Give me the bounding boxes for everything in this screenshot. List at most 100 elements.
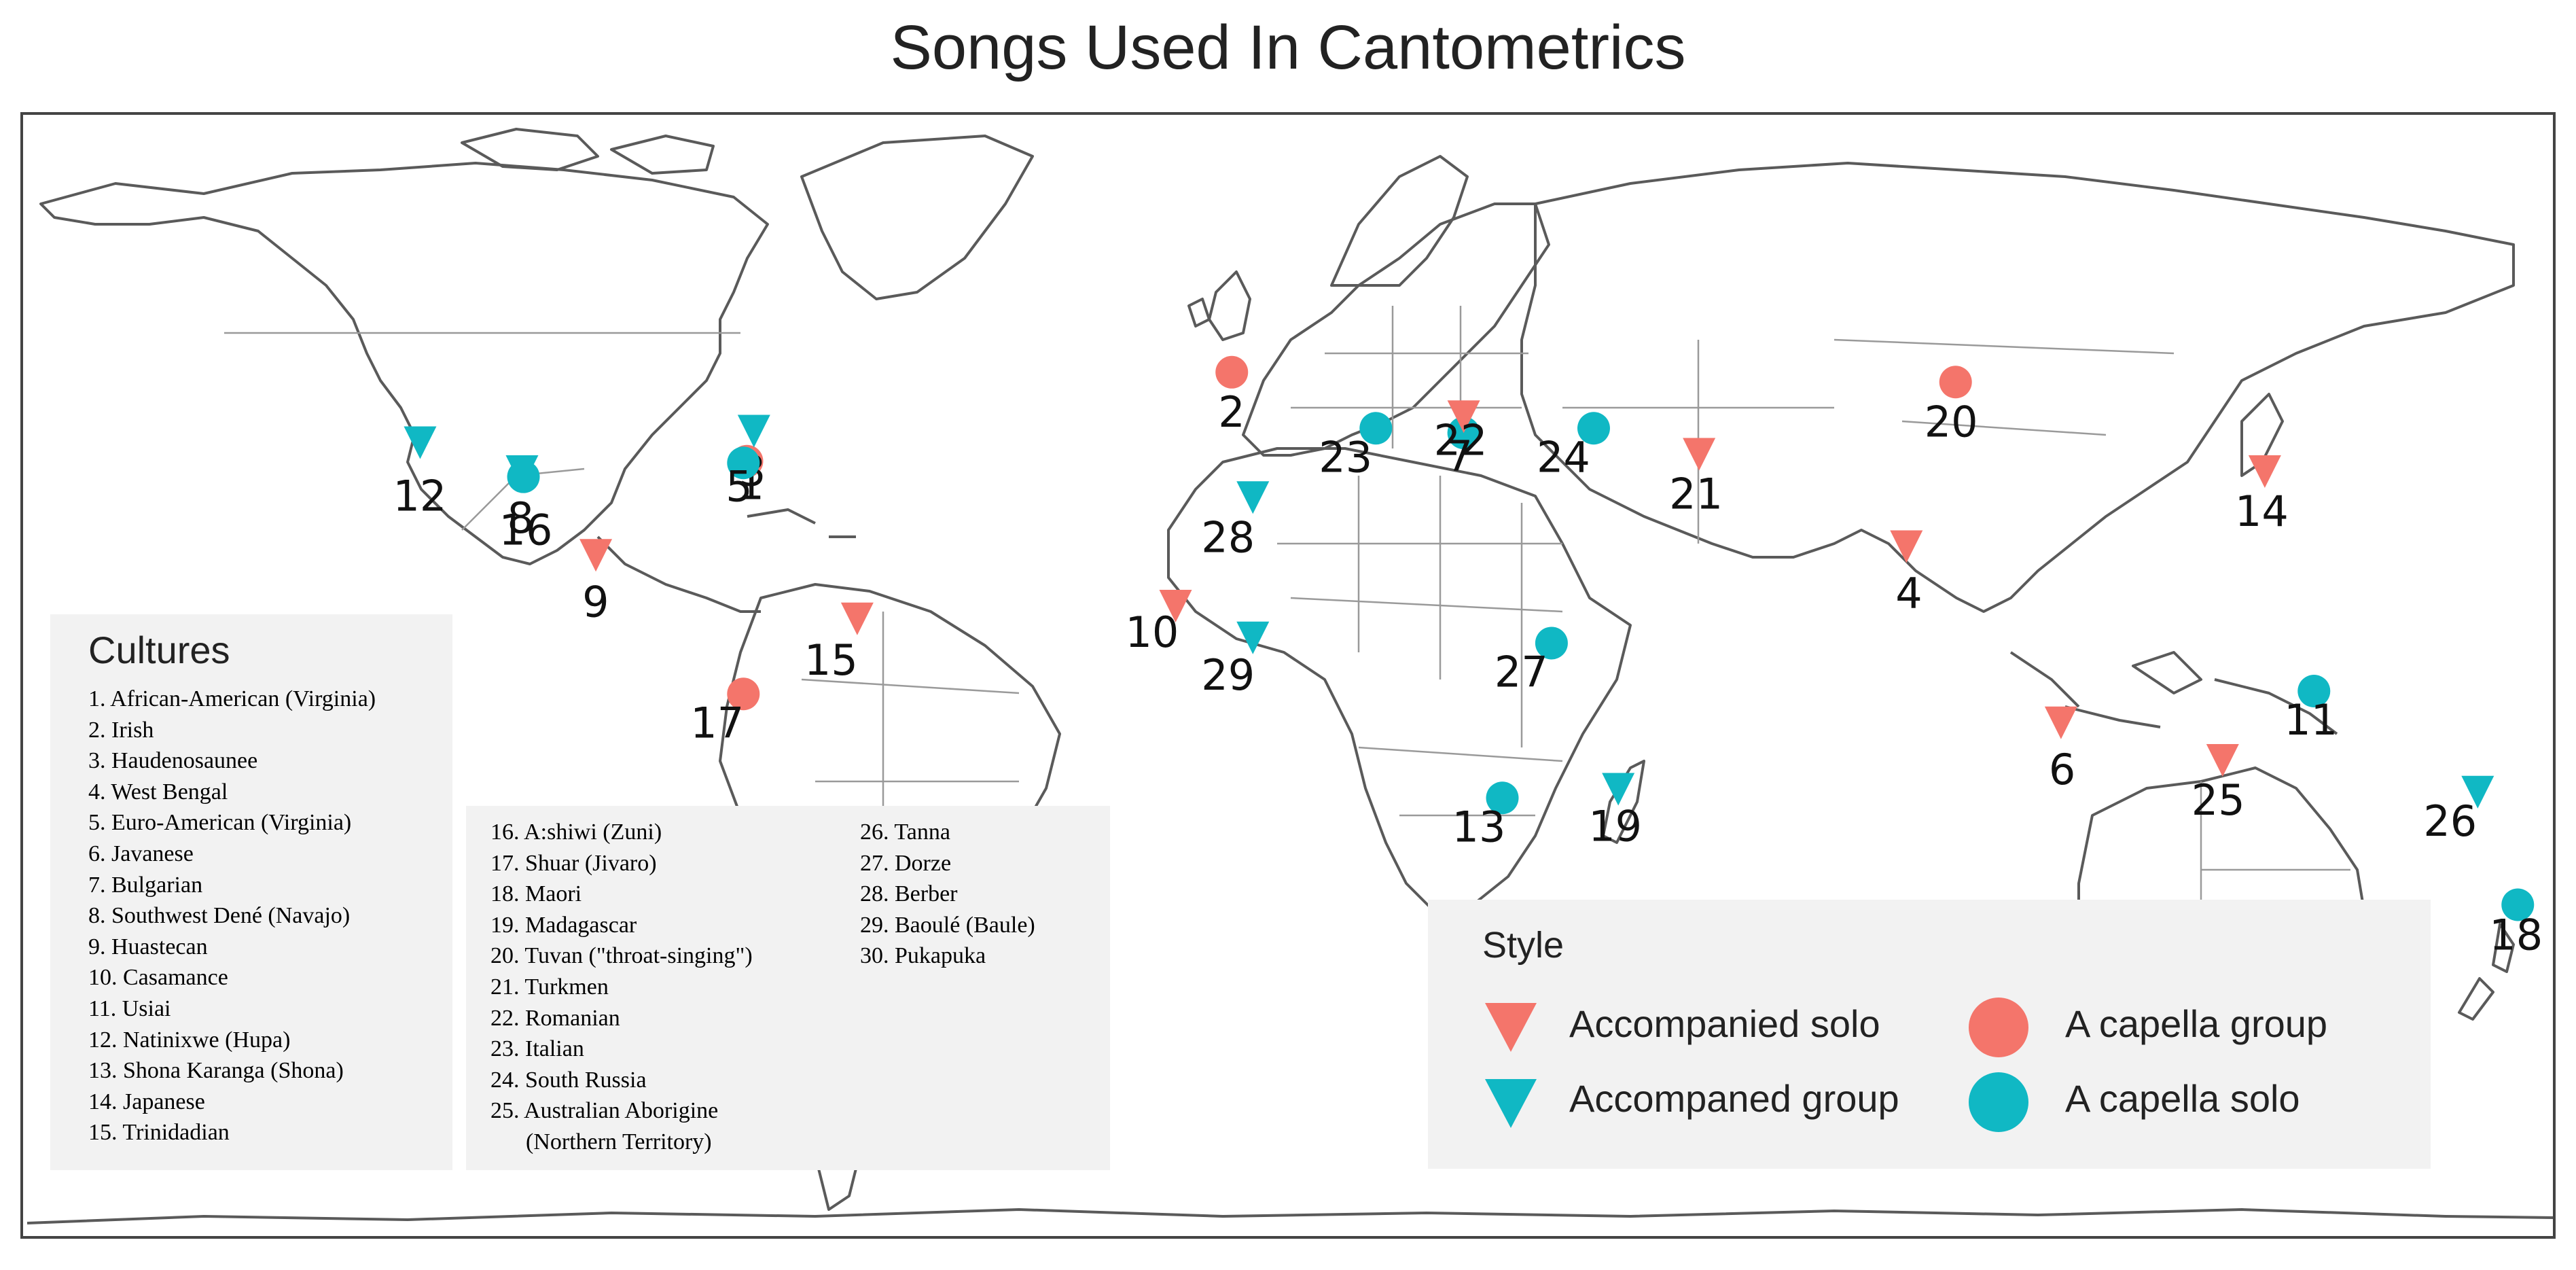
marker-triangle [1159, 590, 1192, 623]
marker-number-label: 11 [2284, 695, 2338, 745]
marker-number-label: 23 [1319, 432, 1372, 482]
marker-circle [1939, 366, 1972, 399]
accompanied-solo-symbol [1485, 1003, 1537, 1052]
culture-marker: 16 [499, 460, 552, 555]
marker-number-label: 5 [726, 461, 752, 511]
marker-number-label: 20 [1925, 397, 1978, 446]
culture-marker: 22 [1434, 400, 1488, 465]
culture-legend-item: 29. Baoulé (Baule) [860, 912, 1035, 938]
culture-marker: 20 [1925, 366, 1978, 446]
culture-legend-item: 18. Maori [490, 881, 582, 907]
cultures-legend-panel-2 [466, 806, 1110, 1170]
culture-legend-item: 27. Dorze [860, 850, 952, 876]
accompanied-solo-label: Accompanied solo [1569, 1002, 1880, 1045]
culture-marker: 11 [2284, 675, 2338, 745]
marker-number-label: 25 [2192, 775, 2245, 825]
culture-marker: 6 [2044, 706, 2077, 794]
arctic-islands [461, 128, 715, 175]
culture-legend-item: 17. Shuar (Jivaro) [490, 850, 657, 876]
marker-triangle [1602, 773, 1635, 806]
style-legend-panel: Style Accompanied solo A capella group A… [1428, 900, 2431, 1169]
culture-marker: 27 [1495, 627, 1568, 696]
culture-marker: 29 [1201, 621, 1270, 700]
central-america-landmass [596, 535, 761, 613]
culture-legend-item: 2. Irish [88, 717, 154, 743]
marker-circle [727, 677, 760, 711]
marker-number-label: 21 [1669, 470, 1723, 519]
culture-legend-item: 25. Australian Aborigine [490, 1098, 719, 1124]
marker-number-label: 14 [2235, 487, 2289, 536]
marker-number-label: 27 [1495, 647, 1548, 696]
antarctica-landmass [26, 1208, 2553, 1224]
southeast-asia-islands [2009, 651, 2338, 735]
marker-number-label: 9 [582, 577, 609, 627]
culture-legend-item: 30. Pukapuka [860, 943, 986, 969]
culture-marker: 14 [2235, 455, 2289, 536]
culture-legend-item: 1. African-American (Virginia) [88, 686, 376, 711]
marker-triangle [1236, 621, 1270, 654]
scandinavia [1330, 155, 1469, 287]
culture-marker: 10 [1125, 590, 1192, 657]
marker-circle [1535, 627, 1568, 660]
marker-triangle [1890, 530, 1923, 563]
culture-marker: 24 [1537, 412, 1610, 482]
culture-legend-item: 8. Southwest Dené (Navajo) [88, 903, 351, 929]
madagascar-island [1602, 760, 1645, 844]
marker-triangle [2206, 744, 2239, 777]
marker-circle [1486, 781, 1519, 815]
culture-legend-item: 7. Bulgarian [88, 872, 203, 898]
marker-number-label: 7 [1446, 431, 1473, 481]
japan-islands [2240, 393, 2284, 477]
culture-marker: 13 [1452, 781, 1519, 851]
marker-number-label: 24 [1537, 432, 1590, 482]
culture-legend-item: 20. Tuvan ("throat-singing") [490, 943, 753, 969]
marker-triangle [1236, 481, 1270, 514]
a-capella-group-label: A capella group [2065, 1002, 2328, 1045]
marker-triangle [2461, 775, 2494, 809]
marker-number-label: 18 [2489, 911, 2543, 960]
caribbean-islands [747, 508, 856, 538]
cultures-legend-panel: Cultures [50, 614, 452, 1170]
culture-marker: 9 [579, 539, 613, 627]
asia-landmass [1520, 162, 2515, 613]
culture-legend-item: 15. Trinidadian [88, 1120, 230, 1146]
culture-legend-item: 19. Madagascar [490, 912, 637, 938]
culture-legend-item: 23. Italian [490, 1036, 584, 1062]
culture-legend-item: 3. Haudenosaunee [88, 748, 258, 774]
accompanied-group-triangle [1485, 1079, 1537, 1128]
culture-legend-item: 14. Japanese [88, 1089, 205, 1114]
culture-legend-item: 16. A:shiwi (Zuni) [490, 819, 662, 845]
culture-legend-item: 4. West Bengal [88, 779, 228, 805]
style-legend-title: Style [1482, 925, 1564, 966]
culture-marker: 18 [2489, 888, 2543, 960]
europe-landmass [1242, 202, 1550, 457]
culture-marker: 25 [2192, 744, 2245, 825]
marker-circle [2501, 888, 2535, 921]
marker-number-label: 26 [2423, 796, 2477, 846]
marker-number-label: 28 [1201, 512, 1255, 562]
culture-legend-item: (Northern Territory) [526, 1129, 712, 1154]
a-capella-solo-symbol [1969, 1072, 2028, 1132]
new-zealand-islands [2458, 923, 2515, 1021]
north-america-landmass [39, 162, 769, 565]
culture-legend-item: 28. Berber [860, 881, 958, 907]
a-capella-solo-label: A capella solo [2065, 1077, 2300, 1120]
marker-number-label: 10 [1125, 607, 1179, 657]
greenland-landmass [800, 135, 1034, 300]
culture-legend-item: 11. Usiai [88, 996, 171, 1021]
marker-circle [727, 446, 760, 480]
a-capella-group-symbol [1969, 998, 2028, 1057]
culture-marker: 26 [2423, 775, 2494, 846]
marker-number-label: 17 [690, 698, 744, 747]
culture-marker: 12 [393, 426, 446, 521]
marker-triangle [1447, 400, 1480, 434]
cultures-legend-title: Cultures [88, 629, 230, 671]
marker-number-label: 8 [507, 493, 533, 543]
marker-number-label: 12 [393, 472, 446, 521]
marker-number-label: 13 [1452, 802, 1506, 851]
culture-legend-item: 24. South Russia [490, 1067, 647, 1093]
accompanied-solo-triangle [1485, 1003, 1537, 1052]
culture-marker: 23 [1319, 412, 1393, 482]
culture-marker: 28 [1201, 481, 1270, 562]
